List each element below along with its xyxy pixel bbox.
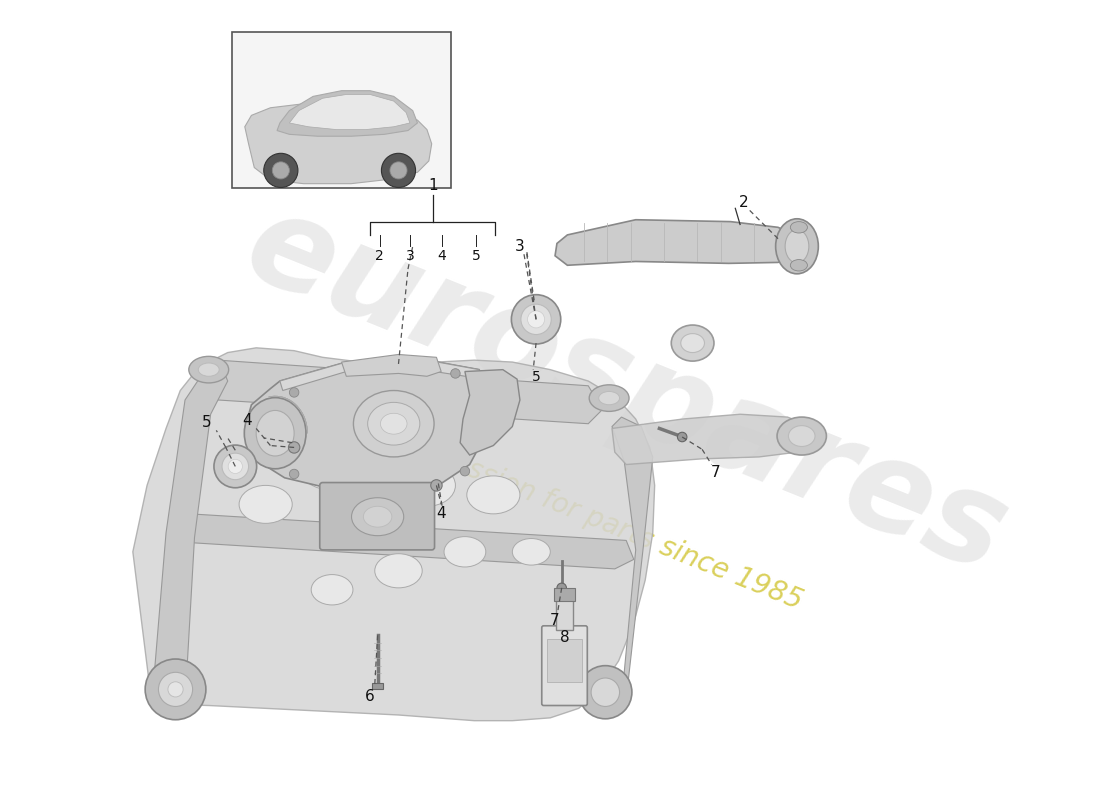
Ellipse shape: [444, 537, 486, 567]
Text: 6: 6: [365, 689, 375, 703]
Ellipse shape: [299, 442, 365, 490]
Circle shape: [678, 432, 686, 442]
Text: 2: 2: [375, 249, 384, 262]
Circle shape: [579, 666, 631, 718]
Text: 4: 4: [438, 249, 447, 262]
Text: 4: 4: [242, 414, 252, 428]
FancyBboxPatch shape: [542, 626, 587, 706]
Ellipse shape: [198, 363, 219, 376]
Ellipse shape: [598, 391, 619, 405]
Ellipse shape: [256, 410, 294, 456]
Text: 1: 1: [428, 178, 438, 193]
Ellipse shape: [777, 417, 826, 455]
Circle shape: [289, 388, 299, 397]
Text: a passion for parts since 1985: a passion for parts since 1985: [407, 432, 807, 615]
Ellipse shape: [671, 325, 714, 361]
Ellipse shape: [785, 230, 808, 263]
Text: 7: 7: [711, 465, 720, 480]
Polygon shape: [204, 360, 603, 424]
Ellipse shape: [513, 538, 550, 565]
Text: 5: 5: [202, 415, 211, 430]
Ellipse shape: [512, 294, 561, 344]
Circle shape: [557, 583, 566, 593]
Polygon shape: [245, 104, 431, 184]
Bar: [548, 639, 582, 682]
Bar: [232, 32, 451, 189]
Polygon shape: [279, 360, 484, 390]
Polygon shape: [245, 360, 488, 493]
Circle shape: [390, 162, 407, 179]
Ellipse shape: [228, 459, 242, 474]
Ellipse shape: [214, 445, 256, 488]
Ellipse shape: [466, 476, 520, 514]
Text: 4: 4: [437, 506, 446, 522]
Text: 2: 2: [739, 195, 749, 210]
Polygon shape: [133, 348, 654, 721]
Text: 3: 3: [515, 238, 525, 254]
Ellipse shape: [222, 453, 249, 480]
Polygon shape: [612, 414, 814, 465]
Text: eurospares: eurospares: [229, 182, 1024, 600]
Ellipse shape: [363, 506, 392, 527]
Text: 5: 5: [472, 249, 481, 262]
Text: 7: 7: [550, 613, 560, 628]
Ellipse shape: [790, 222, 807, 233]
Circle shape: [591, 678, 619, 706]
Text: 5: 5: [531, 370, 540, 384]
Polygon shape: [176, 514, 634, 569]
Circle shape: [273, 162, 289, 179]
Circle shape: [288, 442, 300, 453]
Circle shape: [145, 659, 206, 720]
Circle shape: [382, 154, 416, 187]
Ellipse shape: [311, 574, 353, 605]
Ellipse shape: [590, 385, 629, 411]
Ellipse shape: [239, 486, 293, 523]
Polygon shape: [612, 417, 652, 702]
Circle shape: [264, 154, 298, 187]
Ellipse shape: [244, 398, 306, 469]
Circle shape: [289, 470, 299, 478]
Ellipse shape: [521, 304, 551, 334]
Circle shape: [451, 369, 460, 378]
Polygon shape: [342, 354, 441, 376]
Circle shape: [168, 682, 183, 697]
Ellipse shape: [789, 426, 815, 446]
FancyBboxPatch shape: [320, 482, 434, 550]
Ellipse shape: [381, 414, 407, 434]
Circle shape: [158, 672, 192, 706]
Ellipse shape: [375, 554, 422, 588]
Ellipse shape: [353, 390, 434, 457]
Polygon shape: [460, 370, 520, 455]
Circle shape: [431, 480, 442, 491]
Bar: [372, 682, 383, 690]
Bar: [556, 599, 573, 630]
Polygon shape: [289, 94, 410, 130]
Ellipse shape: [398, 465, 455, 506]
Text: 3: 3: [406, 249, 415, 262]
Ellipse shape: [528, 311, 544, 328]
Ellipse shape: [352, 498, 404, 536]
Polygon shape: [277, 90, 418, 136]
Ellipse shape: [790, 259, 807, 271]
Ellipse shape: [776, 218, 818, 274]
Text: 8: 8: [560, 630, 570, 645]
Ellipse shape: [681, 334, 704, 353]
Ellipse shape: [367, 402, 420, 445]
Polygon shape: [152, 370, 228, 704]
Ellipse shape: [189, 356, 229, 383]
Polygon shape: [556, 220, 799, 266]
Bar: [554, 588, 575, 601]
Circle shape: [460, 466, 470, 476]
